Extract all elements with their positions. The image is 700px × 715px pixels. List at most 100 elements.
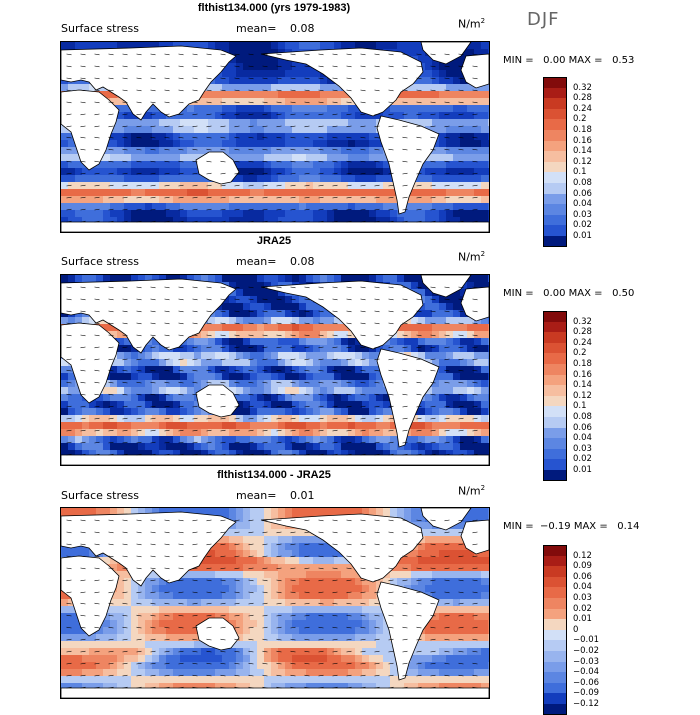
colorbar-swatch: [543, 587, 567, 598]
colorbar-tick-label: 0.14: [573, 380, 613, 390]
field-label: Surface stress: [61, 255, 139, 268]
colorbar-swatch: [543, 322, 567, 333]
units-label: N/m2: [458, 484, 485, 498]
min-label: MIN =: [503, 288, 534, 299]
colorbar-swatch: [543, 332, 567, 343]
colorbar-tick-label: −0.12: [573, 699, 613, 709]
colorbar-swatch: [543, 353, 567, 364]
antarctica-landmass: [61, 222, 489, 232]
colorbar-tick-label: 0.1: [573, 401, 613, 411]
max-label: MAX =: [574, 521, 608, 532]
colorbar-tick-label: 0.28: [573, 93, 613, 103]
colorbar-tick-label: 0: [573, 625, 613, 635]
colorbar-tick-label: 0.04: [573, 582, 613, 592]
units-label: N/m2: [458, 17, 485, 31]
colorbar-tick-label: 0.12: [573, 391, 613, 401]
min-label: MIN =: [503, 521, 534, 532]
colorbar-tick-label: 0.03: [573, 444, 613, 454]
colorbar-swatch: [543, 406, 567, 417]
min-label: MIN =: [503, 55, 534, 66]
colorbar-swatch: [543, 311, 567, 322]
colorbar-swatch: [543, 693, 567, 704]
colorbar-tick-label: 0.32: [573, 83, 613, 93]
colorbar-swatch: [543, 98, 567, 109]
colorbar-tick-label: −0.03: [573, 657, 613, 667]
colorbar-tick-label: −0.06: [573, 678, 613, 688]
colorbar-swatch: [543, 151, 567, 162]
panel-title: flthist134.000 - JRA25: [0, 469, 548, 481]
colorbar-swatch: [543, 640, 567, 651]
map-plot: [60, 274, 490, 466]
colorbar-swatch: [543, 396, 567, 407]
colorbar-swatch: [543, 683, 567, 694]
colorbar-tick-label: 0.04: [573, 199, 613, 209]
colorbar-swatch: [543, 77, 567, 88]
mean-label: mean=: [236, 489, 276, 502]
colorbar-tick-label: 0.08: [573, 178, 613, 188]
colorbar-tick-label: 0.24: [573, 104, 613, 114]
min-max-readout: MIN = −0.19 MAX = 0.14: [503, 521, 640, 532]
panel-title: JRA25: [0, 235, 548, 247]
colorbar-tick-label: 0.02: [573, 604, 613, 614]
colorbar-tick-label: 0.06: [573, 572, 613, 582]
colorbar-tick-label: −0.02: [573, 646, 613, 656]
colorbar-tick-label: 0.06: [573, 423, 613, 433]
colorbar-swatch: [543, 162, 567, 173]
colorbar-swatch: [543, 619, 567, 630]
max-label: MAX =: [569, 55, 603, 66]
map-svg: [61, 42, 489, 232]
colorbar-swatch: [543, 119, 567, 130]
colorbar-swatch: [543, 672, 567, 683]
colorbar-swatch: [543, 438, 567, 449]
min-max-readout: MIN = 0.00 MAX = 0.50: [503, 288, 634, 299]
max-label: MAX =: [569, 288, 603, 299]
colorbar-tick-label: 0.04: [573, 433, 613, 443]
colorbar-tick-label: 0.1: [573, 167, 613, 177]
colorbar-swatch: [543, 375, 567, 386]
min-max-readout: MIN = 0.00 MAX = 0.53: [503, 55, 634, 66]
map-plot: [60, 41, 490, 233]
colorbar-swatch: [543, 556, 567, 567]
antarctica-landmass: [61, 688, 489, 698]
colorbar-tick-label: 0.09: [573, 561, 613, 571]
colorbar-swatch: [543, 385, 567, 396]
max-value: 0.53: [612, 55, 634, 66]
colorbar-tick-label: 0.28: [573, 327, 613, 337]
colorbar-swatch: [543, 598, 567, 609]
min-value: −0.19: [540, 521, 571, 532]
colorbar-swatch: [543, 630, 567, 641]
map-svg: [61, 275, 489, 465]
colorbar-tick-label: 0.16: [573, 136, 613, 146]
mean-value: 0.08: [290, 255, 315, 268]
colorbar-tick-label: 0.2: [573, 348, 613, 358]
colorbar-tick-label: 0.14: [573, 146, 613, 156]
colorbar-swatch: [543, 428, 567, 439]
colorbar-tick-label: 0.24: [573, 338, 613, 348]
mean-value: 0.08: [290, 22, 315, 35]
mean-value: 0.01: [290, 489, 315, 502]
colorbar-tick-label: 0.32: [573, 317, 613, 327]
antarctica-landmass: [61, 455, 489, 465]
max-value: 0.14: [617, 521, 639, 532]
colorbar-swatch: [543, 172, 567, 183]
colorbar-tick-label: 0.18: [573, 359, 613, 369]
colorbar-tick-label: 0.18: [573, 125, 613, 135]
colorbar-tick-label: −0.01: [573, 635, 613, 645]
mean-label: mean=: [236, 255, 276, 268]
colorbar-tick-label: 0.2: [573, 114, 613, 124]
colorbar-swatch: [543, 449, 567, 460]
colorbar-tick-label: −0.09: [573, 688, 613, 698]
mean-label: mean=: [236, 22, 276, 35]
panel-title: flthist134.000 (yrs 1979-1983): [0, 2, 548, 14]
colorbar-swatch: [543, 183, 567, 194]
colorbar-swatch: [543, 417, 567, 428]
colorbar-swatch: [543, 364, 567, 375]
colorbar-swatch: [543, 109, 567, 120]
colorbar-tick-label: 0.08: [573, 412, 613, 422]
colorbar-tick-label: 0.01: [573, 231, 613, 241]
colorbar-tick-label: 0.02: [573, 220, 613, 230]
colorbar-tick-label: 0.01: [573, 614, 613, 624]
colorbar-swatch: [543, 343, 567, 354]
colorbar-tick-label: 0.03: [573, 593, 613, 603]
